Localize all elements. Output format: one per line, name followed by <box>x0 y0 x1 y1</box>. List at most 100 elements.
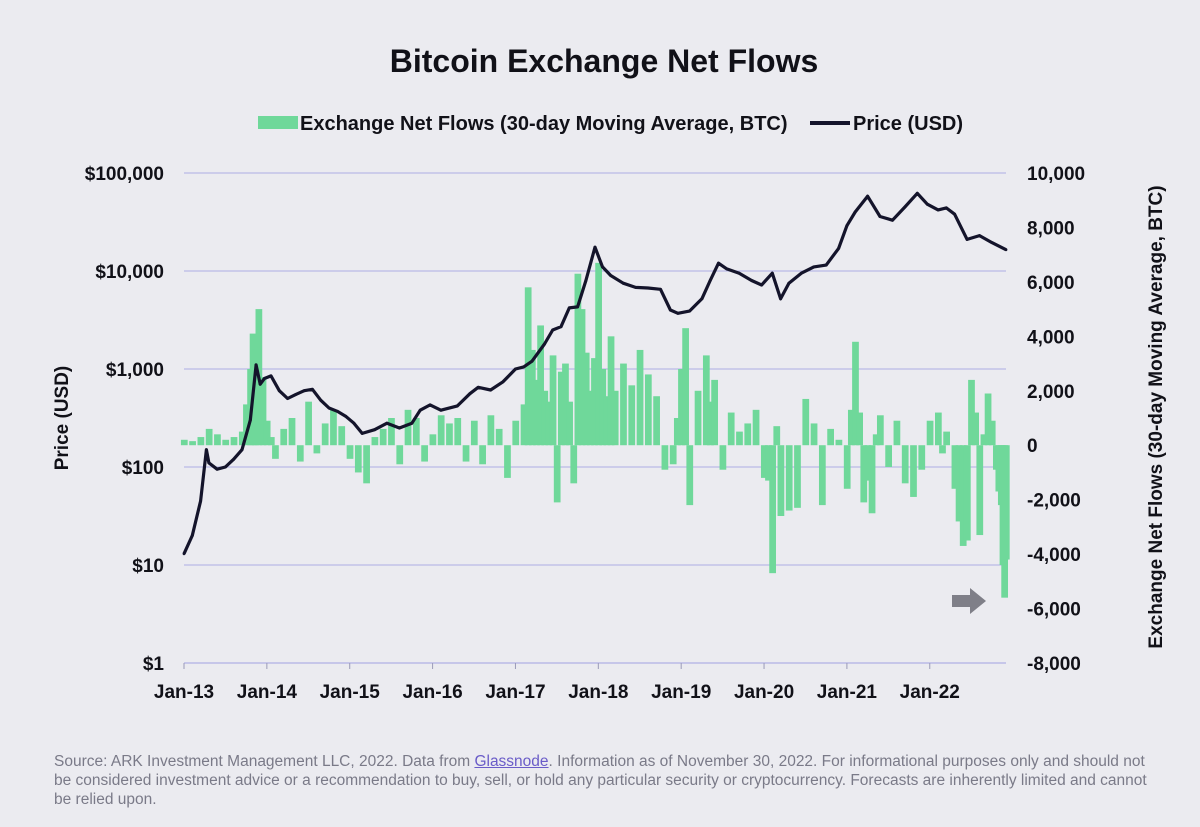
price-point <box>215 467 219 471</box>
x-tick-label: Jan-20 <box>734 682 794 703</box>
net-flow-bar <box>396 445 404 465</box>
net-flow-bar <box>835 439 843 446</box>
net-flow-bar <box>678 369 685 446</box>
left-tick-label: $1,000 <box>106 360 164 381</box>
price-point <box>410 421 414 425</box>
net-flow-bar <box>1002 445 1010 560</box>
net-flow-bar <box>321 423 329 446</box>
net-flow-bar <box>711 379 718 446</box>
net-flow-bar <box>918 445 926 470</box>
glassnode-link[interactable]: Glassnode <box>474 753 549 770</box>
net-flow-bar <box>702 355 710 446</box>
net-flow-bar <box>267 437 275 446</box>
price-point <box>853 210 857 214</box>
legend: Exchange Net Flows (30-day Moving Averag… <box>258 113 963 135</box>
price-point <box>700 297 704 301</box>
price-point <box>277 389 281 393</box>
net-flow-bar <box>591 358 598 446</box>
net-flow-bar <box>263 420 271 446</box>
net-flow-bar <box>876 415 884 446</box>
price-point <box>294 393 298 396</box>
net-flow-bar <box>984 393 992 446</box>
net-flow-bar <box>980 434 988 446</box>
x-tick-label: Jan-17 <box>485 682 545 703</box>
price-point <box>559 325 563 329</box>
price-point <box>398 426 401 430</box>
price-point <box>263 377 266 380</box>
annotation-arrow-icon <box>952 588 986 614</box>
legend-label-flows: Exchange Net Flows (30-day Moving Averag… <box>300 113 788 135</box>
right-tick-label: 8,000 <box>1027 218 1075 239</box>
net-flow-bar <box>512 420 520 446</box>
price-point <box>530 359 534 363</box>
net-flow-bar <box>628 385 636 446</box>
net-flow-bar <box>338 426 346 446</box>
price-point <box>199 499 203 503</box>
price-point <box>669 308 672 312</box>
net-flow-bar <box>976 445 984 536</box>
net-flow-bar <box>963 445 971 541</box>
net-flow-bar <box>810 423 818 446</box>
net-flow-bar <box>582 352 590 446</box>
price-point <box>224 465 227 469</box>
price-point <box>925 202 929 206</box>
price-point <box>501 380 505 384</box>
net-flow-bar <box>603 396 611 446</box>
price-point <box>621 281 625 285</box>
right-axis-title: Exchange Net Flows (30-day Moving Averag… <box>1146 185 1167 648</box>
price-point <box>344 414 347 418</box>
left-tick-label: $100 <box>122 458 164 479</box>
price-point <box>522 365 526 369</box>
price-point <box>373 428 376 432</box>
price-point <box>799 271 803 275</box>
price-point <box>717 261 720 265</box>
net-flow-bar <box>222 439 230 446</box>
net-flow-bar <box>412 418 420 446</box>
price-point <box>327 406 331 410</box>
price-point <box>688 309 691 313</box>
net-flow-bar <box>968 379 975 446</box>
price-point <box>302 389 306 393</box>
net-flow-bar <box>462 445 470 462</box>
price-point <box>812 265 816 269</box>
price-point <box>248 418 252 422</box>
net-flow-bar <box>570 445 578 484</box>
net-flow-bar <box>454 418 462 446</box>
price-point <box>468 392 472 396</box>
net-flow-bar <box>856 412 863 446</box>
price-point <box>824 263 828 267</box>
net-flow-bar <box>562 363 569 446</box>
price-point <box>319 398 323 402</box>
price-point <box>360 432 364 435</box>
net-flow-bar <box>545 401 553 446</box>
price-point <box>770 271 774 275</box>
net-flow-bar <box>682 328 689 446</box>
net-flow-bar <box>959 445 967 546</box>
net-flow-bar <box>955 445 963 522</box>
price-point <box>659 287 662 291</box>
net-flow-bar <box>280 428 288 446</box>
net-flow-bar <box>860 445 868 503</box>
net-flow-bar <box>972 412 979 446</box>
net-flow-bar <box>574 273 582 446</box>
left-tick-label: $100,000 <box>85 164 164 185</box>
price-point <box>936 208 940 212</box>
right-tick-label: -4,000 <box>1027 545 1081 566</box>
price-point <box>646 286 650 290</box>
price-point <box>489 388 492 392</box>
x-tick-label: Jan-13 <box>154 682 214 703</box>
source-footer: Source: ARK Investment Management LLC, 2… <box>54 752 1154 809</box>
x-tick-label: Jan-15 <box>320 682 381 703</box>
net-flow-bar <box>243 404 250 446</box>
net-flow-bar <box>785 445 793 511</box>
net-flow-bar <box>379 428 387 446</box>
net-flow-bar <box>752 409 760 446</box>
price-point <box>779 297 782 301</box>
net-flow-bar <box>354 445 362 473</box>
net-flow-bar <box>533 379 540 446</box>
price-point <box>182 552 186 556</box>
price-point <box>439 408 443 412</box>
net-flow-bar <box>504 445 511 478</box>
net-flow-bar <box>843 445 851 489</box>
price-point <box>269 374 273 378</box>
